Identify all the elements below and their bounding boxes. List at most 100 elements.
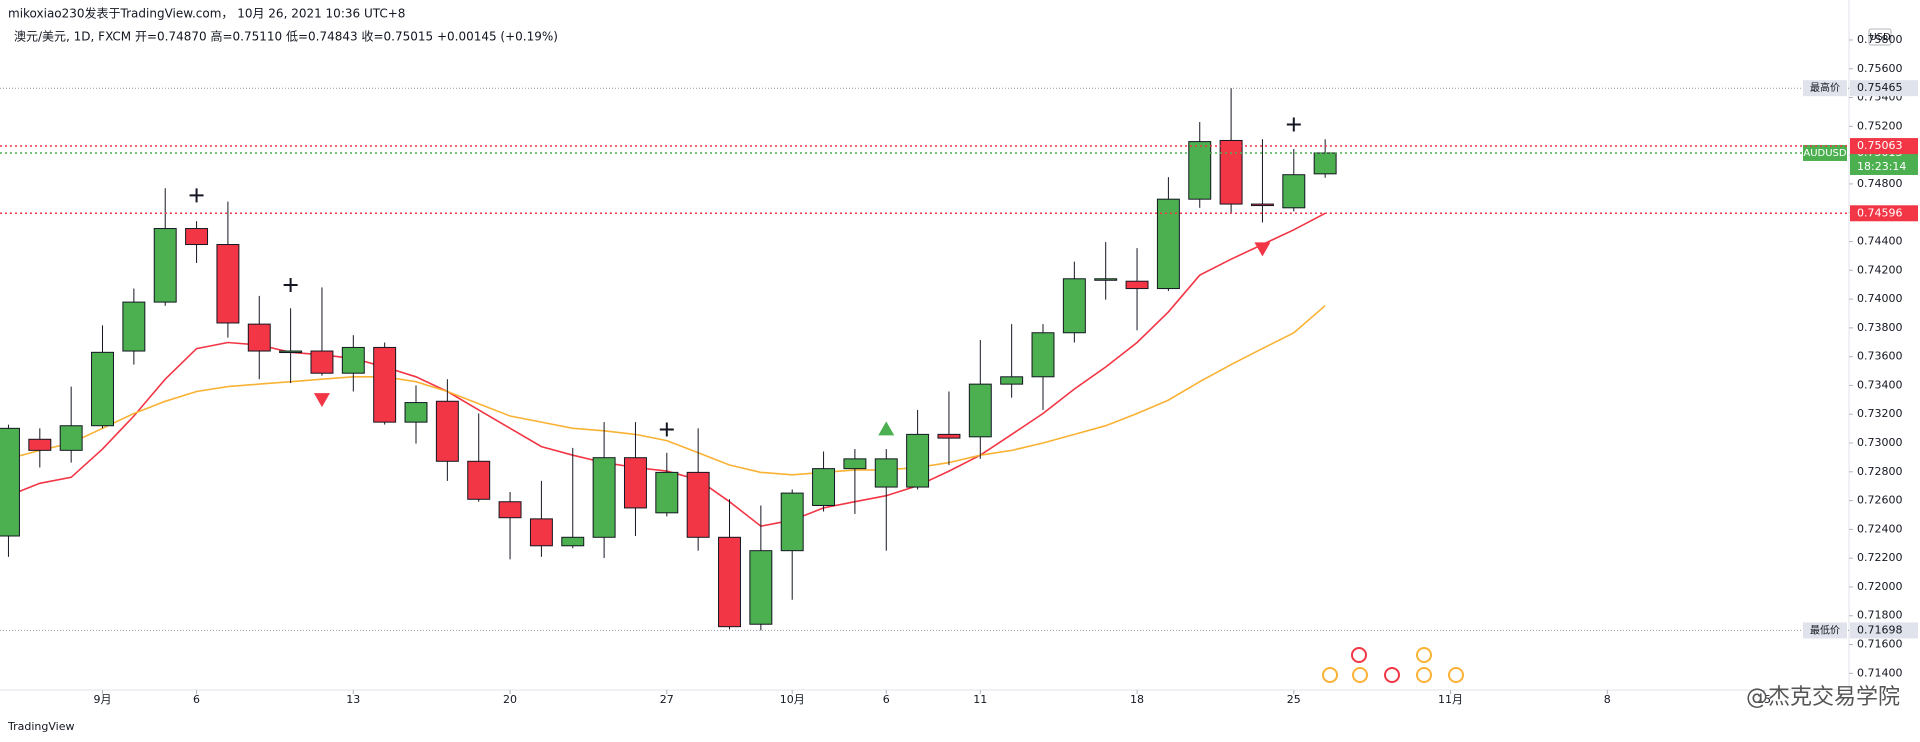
price-label-box [1850,205,1918,222]
signal-cross [1286,117,1301,132]
candle-body [623,457,647,509]
price-label-name: AUDUSD [1803,148,1847,159]
candle-body [1188,141,1212,200]
x-tick-label: 8 [1604,693,1611,706]
watermark: @杰克交易学院 [1746,685,1900,710]
candle-body [592,457,616,538]
signal-down [313,393,330,408]
y-tick-label: 0.72800 [1857,465,1903,478]
event-icon [1448,667,1464,683]
candle-body [28,438,52,451]
y-tick-label: 0.74400 [1857,234,1903,247]
y-tick-label: 0.72200 [1857,551,1903,564]
x-tick-label: 11 [973,693,987,706]
candle-body [686,471,710,538]
moving-average-line [8,305,1326,476]
x-tick-label: 11月 [1438,693,1463,706]
event-icon [1322,667,1338,683]
y-tick-label: 0.74200 [1857,263,1903,276]
signal-up [878,421,895,436]
candle-body [937,433,961,439]
candle-body [780,492,804,552]
candle-body [279,350,303,354]
y-tick-label: 0.74800 [1857,177,1903,190]
candle-body [216,244,240,324]
x-tick-label: 9月 [94,693,112,706]
y-tick-label: 0.74000 [1857,292,1903,305]
y-tick-label: 0.71600 [1857,638,1903,651]
candle-body [498,501,522,519]
x-tick-label: 10月 [780,693,805,706]
y-tick-label: 0.73200 [1857,407,1903,420]
price-label-countdown: 18:23:14 [1857,160,1906,173]
price-label-value: 0.71698 [1857,623,1903,636]
candle-body [1250,203,1274,207]
x-tick-label: 20 [503,693,517,706]
x-tick-label: 13 [346,693,360,706]
signal-down [1254,242,1271,257]
x-tick-label: 6 [883,693,890,706]
plot-area [0,88,1337,631]
candle-body [404,402,428,423]
candle-body [529,518,553,547]
x-tick-label: 27 [660,693,674,706]
price-label-name-box [1803,144,1847,161]
candle-body [59,425,83,451]
price-label-name-box [1803,622,1847,639]
candle-body [0,427,20,537]
y-tick-label: 0.72000 [1857,580,1903,593]
y-tick-label: 0.71400 [1857,666,1903,679]
footer-brand: TradingView [7,720,74,733]
y-tick-label: 0.73800 [1857,321,1903,334]
x-tick-label: 6 [193,693,200,706]
y-tick-label: 0.73400 [1857,378,1903,391]
candle-body [467,460,491,500]
event-icon [1416,647,1432,663]
candle-body [341,346,365,374]
candle-body [968,383,992,438]
signal-cross [189,188,204,203]
y-tick-label: 0.73000 [1857,436,1903,449]
candle-body [843,458,867,470]
candle-body [153,228,177,303]
candle-body [185,228,209,246]
y-tick-label: 0.73600 [1857,350,1903,363]
y-tick-label: 0.72600 [1857,494,1903,507]
price-label-name: 最低价 [1810,623,1840,636]
y-tick-label: 0.75600 [1857,62,1903,75]
symbol-legend: 澳元/美元, 1D, FXCM 开=0.74870 高=0.75110 低=0.… [14,29,558,44]
signal-cross [283,277,298,292]
price-label-name: 最高价 [1810,81,1840,94]
candle-body [812,468,836,506]
price-label-value: 0.75465 [1857,81,1903,94]
price-label-box [1850,138,1918,155]
currency-box [1868,28,1892,46]
candle-body [310,350,334,374]
event-icons [1322,647,1464,683]
candle-body [122,301,146,352]
candle-body [435,400,459,462]
x-tick-label: 18 [1130,693,1144,706]
candle-body [906,433,930,488]
y-tick-label: 0.75200 [1857,119,1903,132]
candle-body [1062,278,1086,334]
candle-body [1282,174,1306,209]
event-icon [1384,667,1400,683]
event-icon [1352,667,1368,683]
price-label-box [1850,80,1918,97]
candle-body [718,536,741,628]
candle-body [91,351,114,427]
currency: USD [1869,32,1891,43]
event-icon [1416,667,1432,683]
candle-body [561,536,585,547]
candle-body [1156,198,1180,290]
candle-body [1094,278,1118,281]
y-tick-label: 0.72400 [1857,522,1903,535]
candle-body [874,458,898,488]
y-tick-label: 0.75800 [1857,33,1903,46]
candle-body [1313,152,1337,175]
publisher: mikoxiao230发表于TradingView.com， 10月 26, 2… [8,6,405,21]
x-tick-label: 15 [1757,693,1771,706]
price-label-value: 0.74596 [1857,206,1903,219]
